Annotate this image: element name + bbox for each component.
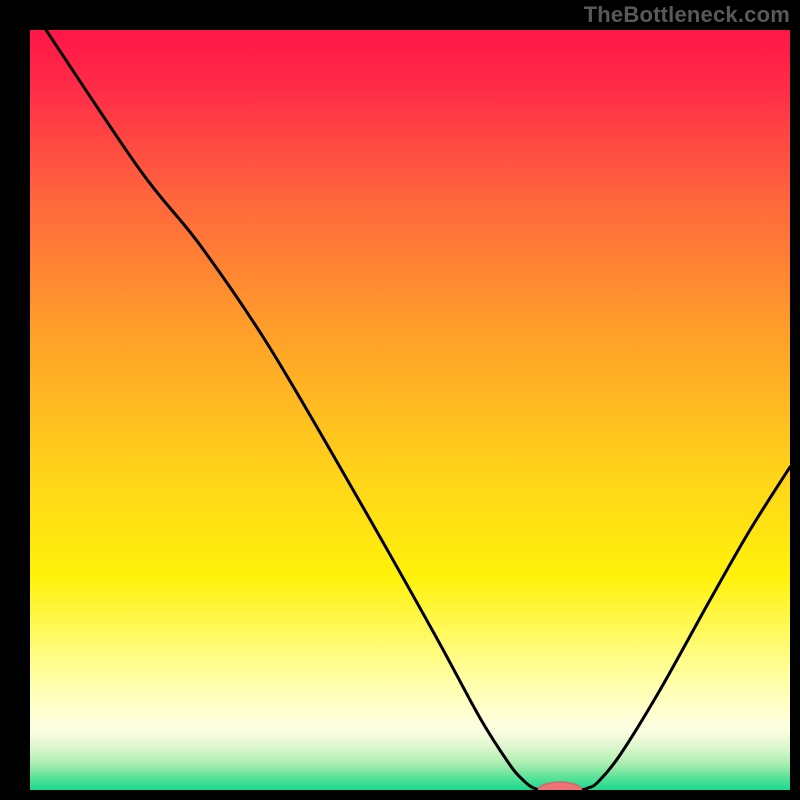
watermark-label: TheBottleneck.com: [584, 2, 790, 28]
chart-frame: TheBottleneck.com: [0, 0, 800, 800]
plot-svg: [30, 30, 790, 790]
gradient-background: [30, 30, 790, 790]
plot-area: [30, 30, 790, 790]
